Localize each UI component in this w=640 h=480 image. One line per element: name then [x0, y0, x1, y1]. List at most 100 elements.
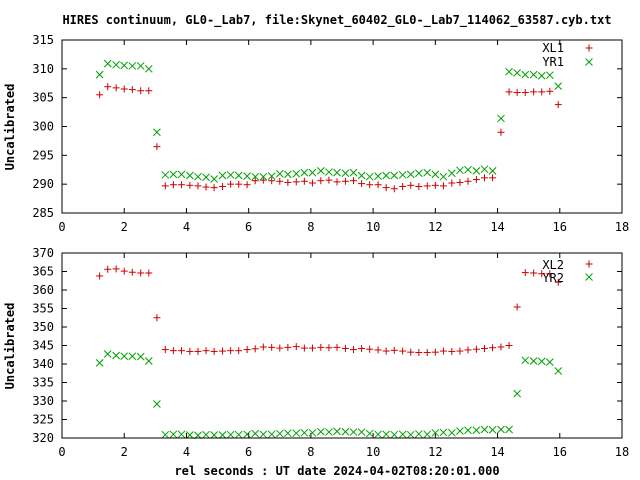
- data-point-yr2: [234, 430, 243, 439]
- data-point-xl2: [546, 270, 554, 278]
- data-point-yr2: [505, 425, 513, 434]
- data-point-xl2: [521, 269, 529, 277]
- top-panel-legend: XL1 YR1: [542, 41, 593, 69]
- data-point-yr2: [275, 429, 284, 438]
- data-point-yr2: [153, 400, 161, 408]
- data-point-xl2: [259, 343, 267, 351]
- x-tick-label: 18: [615, 445, 629, 459]
- data-point-yr2: [439, 428, 448, 437]
- y-tick-label: 300: [32, 120, 54, 134]
- data-point-yr1: [202, 173, 210, 182]
- data-point-xl2: [292, 343, 300, 351]
- y-tick-label: 315: [32, 33, 54, 47]
- data-point-xl1: [439, 182, 447, 190]
- data-point-xl1: [300, 177, 308, 185]
- data-point-xl2: [276, 344, 284, 352]
- data-point-yr2: [357, 428, 366, 436]
- data-point-xl1: [456, 178, 464, 186]
- data-point-xl2: [472, 345, 480, 353]
- bottom-panel-y-axis-label: Uncalibrated: [3, 303, 17, 390]
- data-point-xl2: [480, 344, 488, 352]
- data-point-xl2: [202, 347, 210, 355]
- data-point-xl2: [96, 272, 104, 280]
- top-panel: Uncalibrated 0 2 4 6 8 10 12 14 16 18 285 290 295 30…: [3, 33, 629, 234]
- data-point-xl2: [390, 346, 398, 354]
- data-point-xl2: [513, 303, 521, 311]
- data-point-xl2: [497, 343, 505, 351]
- y-tick-label: 305: [32, 91, 54, 105]
- data-point-xl1: [235, 180, 243, 188]
- data-point-xl2: [300, 344, 308, 352]
- data-point-yr2: [128, 352, 137, 361]
- y-tick-label: 345: [32, 339, 54, 353]
- data-point-xl1: [538, 88, 546, 96]
- data-point-yr1: [251, 172, 260, 181]
- data-point-xl2: [399, 347, 407, 355]
- data-point-yr1: [545, 71, 554, 80]
- data-point-yr2: [144, 357, 153, 365]
- x-axis-label: rel seconds : UT date 2024-04-02T08:20:0…: [174, 464, 499, 478]
- legend-marker-xl2: [585, 260, 593, 268]
- x-tick-label: 10: [366, 445, 380, 459]
- data-point-xl1: [472, 176, 480, 184]
- data-point-yr2: [169, 430, 178, 439]
- data-point-xl1: [505, 88, 513, 96]
- y-tick-label: 355: [32, 302, 54, 316]
- data-point-yr2: [267, 430, 276, 439]
- data-point-xl1: [489, 174, 497, 182]
- x-tick-label: 4: [183, 445, 190, 459]
- data-point-yr1: [234, 171, 243, 180]
- legend-marker-symbol: [585, 260, 593, 268]
- data-point-xl1: [423, 182, 431, 190]
- data-point-xl2: [505, 342, 513, 349]
- data-point-yr2: [349, 428, 358, 436]
- data-point-xl2: [112, 265, 120, 273]
- data-point-yr2: [374, 430, 382, 439]
- x-tick-label: 14: [490, 220, 504, 234]
- x-tick-label: 16: [553, 220, 567, 234]
- data-point-xl1: [210, 184, 218, 192]
- data-point-xl2: [448, 347, 456, 355]
- x-tick-label: 8: [307, 220, 314, 234]
- data-point-yr1: [112, 60, 120, 69]
- data-point-yr1: [267, 172, 276, 180]
- data-point-yr2: [161, 430, 170, 439]
- data-point-yr1: [194, 172, 202, 181]
- data-point-xl1: [120, 85, 128, 93]
- data-point-yr1: [95, 70, 104, 79]
- data-point-xl2: [243, 346, 251, 354]
- data-point-xl2: [464, 346, 472, 354]
- data-point-xl1: [325, 176, 333, 184]
- data-point-xl2: [350, 346, 358, 354]
- data-point-yr2: [120, 352, 129, 361]
- x-tick-label: 12: [428, 220, 442, 234]
- data-point-xl2: [415, 349, 423, 357]
- data-point-xl1: [308, 179, 316, 187]
- x-tick-label: 16: [553, 445, 567, 459]
- data-point-xl1: [374, 181, 382, 189]
- y-tick-label: 340: [32, 357, 54, 371]
- data-point-yr2: [521, 356, 530, 365]
- data-point-yr2: [382, 430, 391, 439]
- data-point-yr1: [554, 82, 563, 90]
- data-point-yr2: [95, 359, 104, 367]
- data-point-yr2: [136, 352, 145, 361]
- top-panel-y-ticks: 285 290 295 300 305 310 315: [32, 33, 622, 220]
- data-point-yr2: [308, 428, 317, 437]
- data-point-xl1: [358, 180, 366, 188]
- data-point-yr1: [357, 171, 366, 180]
- legend-marker-symbol: [585, 58, 593, 66]
- y-tick-label: 365: [32, 265, 54, 279]
- data-point-xl1: [341, 177, 349, 185]
- data-point-xl1: [513, 88, 521, 96]
- data-point-yr2: [480, 425, 489, 434]
- data-point-yr1: [275, 169, 284, 178]
- data-point-yr2: [218, 431, 227, 439]
- data-point-xl1: [194, 182, 202, 190]
- data-point-xl1: [284, 178, 292, 186]
- data-point-xl1: [161, 182, 169, 190]
- legend-marker-symbol: [585, 44, 593, 52]
- data-point-yr2: [316, 427, 325, 436]
- data-point-xl2: [382, 347, 390, 355]
